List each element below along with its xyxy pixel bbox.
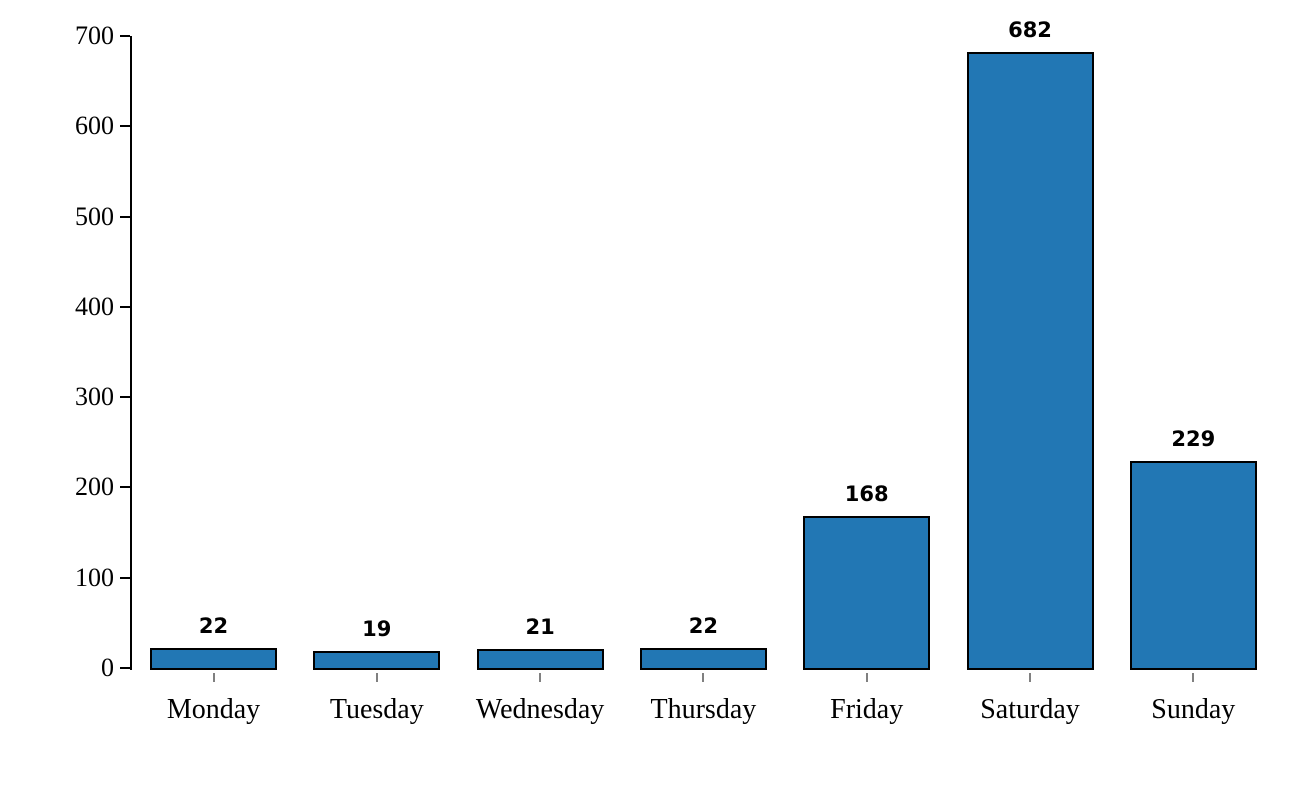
y-axis-tick [120, 667, 130, 669]
x-axis-tick-label: Saturday [980, 694, 1080, 725]
y-axis-tick-label: 200 [75, 472, 114, 502]
y-axis-tick [120, 305, 130, 308]
y-axis-tick [120, 486, 130, 489]
bar [639, 648, 767, 670]
x-axis-tick [865, 673, 868, 682]
x-axis-tick [702, 673, 705, 682]
y-axis-tick [120, 35, 130, 37]
x-axis-tick-label: Thursday [650, 694, 757, 725]
x-axis-tick-label: Wednesday [475, 694, 605, 725]
x-axis-tick-label: Friday [830, 694, 904, 725]
bar [1129, 461, 1257, 670]
x-axis-tick [375, 673, 378, 682]
bar [803, 516, 931, 670]
y-axis-tick-label: 0 [101, 653, 114, 682]
y-axis-tick [120, 125, 130, 128]
y-axis-tick-label: 700 [75, 21, 114, 50]
y-axis-tick-label: 600 [75, 111, 114, 141]
y-axis-line [130, 36, 132, 670]
bar [476, 649, 604, 670]
bar [966, 52, 1094, 670]
x-axis-tick-label: Tuesday [329, 694, 424, 725]
bar [313, 650, 441, 670]
bar-value-label: 168 [844, 482, 889, 507]
y-axis-tick [120, 215, 130, 218]
y-axis-tick-label: 300 [75, 382, 114, 412]
x-axis-tick-label: Sunday [1151, 694, 1236, 725]
bar-value-label: 22 [198, 614, 229, 639]
x-axis-tick [1192, 673, 1195, 682]
bar-value-label: 19 [362, 616, 392, 641]
bar-value-label: 22 [688, 614, 718, 639]
y-axis-tick [120, 576, 130, 579]
bar-value-label: 229 [1171, 427, 1216, 452]
bar-value-label: 21 [525, 615, 555, 640]
bar [150, 648, 277, 670]
y-axis-tick-label: 500 [75, 201, 114, 231]
x-axis-tick [1029, 673, 1031, 682]
x-axis-tick [539, 673, 542, 682]
y-axis-tick [120, 396, 130, 399]
x-axis-tick-label: Monday [166, 694, 261, 725]
y-axis-tick-label: 100 [75, 562, 114, 592]
bar-value-label: 682 [1008, 18, 1052, 43]
y-axis-tick-label: 400 [75, 291, 114, 321]
x-axis-tick [212, 673, 215, 682]
